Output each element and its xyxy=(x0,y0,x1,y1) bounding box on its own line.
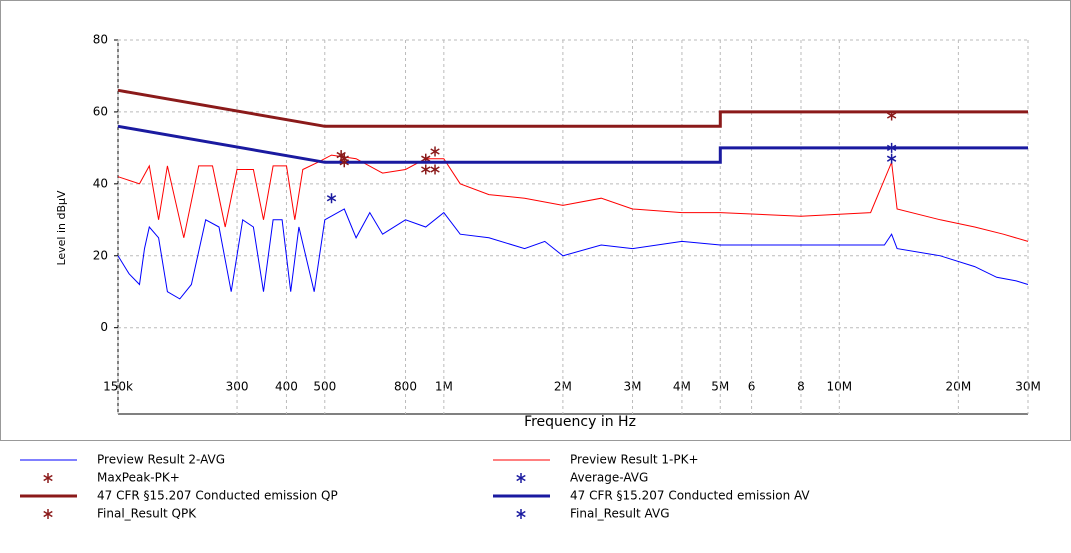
star-stroke xyxy=(326,195,337,202)
x-tick-label: 2M xyxy=(554,380,572,394)
legend-swatch xyxy=(43,473,53,483)
y-tick-label: 60 xyxy=(93,104,108,118)
y-tick-label: 80 xyxy=(93,33,108,47)
legend-swatch xyxy=(516,473,526,483)
star-stroke xyxy=(516,474,526,482)
x-tick-label: 10M xyxy=(826,380,852,394)
x-tick-label: 4M xyxy=(673,380,691,394)
series-line xyxy=(117,124,1028,164)
star-stroke xyxy=(430,166,440,173)
marker xyxy=(430,146,440,157)
x-tick-label: 30M xyxy=(1015,380,1041,394)
marker xyxy=(326,193,337,204)
x-tick-label: 500 xyxy=(313,380,336,394)
legend-swatch xyxy=(43,509,53,519)
x-tick-label: 3M xyxy=(624,380,642,394)
x-tick-label: 6 xyxy=(748,380,756,394)
plot-frame xyxy=(0,0,1071,441)
star-stroke xyxy=(430,148,440,155)
legend-label: Preview Result 2-AVG xyxy=(97,453,225,467)
marker xyxy=(430,164,440,175)
legend-label: 47 CFR §15.207 Conducted emission AV xyxy=(570,489,810,503)
x-tick-label: 800 xyxy=(394,380,417,394)
star-stroke xyxy=(886,155,897,162)
y-axis-label: Level in dBµV xyxy=(55,190,68,266)
star-stroke xyxy=(43,474,53,482)
x-tick-label: 5M xyxy=(711,380,729,394)
series-line xyxy=(117,88,1028,128)
series-line xyxy=(117,208,1029,300)
marker xyxy=(339,157,349,168)
marker xyxy=(886,153,897,164)
star-stroke xyxy=(421,155,431,162)
x-tick-label: 150k xyxy=(103,380,133,394)
star-stroke xyxy=(43,510,53,518)
y-tick-label: 40 xyxy=(93,176,108,190)
legend-label: 47 CFR §15.207 Conducted emission QP xyxy=(97,489,338,503)
legend-label: MaxPeak-PK+ xyxy=(97,471,180,485)
star-stroke xyxy=(421,166,431,173)
star-stroke xyxy=(886,112,897,119)
y-tick-label: 20 xyxy=(93,248,108,262)
series-line xyxy=(117,154,1029,242)
y-tick-label: 0 xyxy=(100,320,108,334)
x-tick-label: 400 xyxy=(275,380,298,394)
legend-swatch xyxy=(516,509,526,519)
legend-label: Final_Result AVG xyxy=(570,507,670,521)
x-tick-label: 20M xyxy=(946,380,972,394)
x-tick-label: 300 xyxy=(226,380,249,394)
star-stroke xyxy=(516,510,526,518)
legend-label: Average-AVG xyxy=(570,471,648,485)
x-tick-label: 1M xyxy=(435,380,453,394)
x-axis-label: Frequency in Hz xyxy=(524,414,636,430)
legend-label: Preview Result 1-PK+ xyxy=(570,453,699,467)
legend-label: Final_Result QPK xyxy=(97,507,197,521)
star-stroke xyxy=(336,151,346,159)
marker xyxy=(421,164,431,175)
x-tick-label: 8 xyxy=(797,380,805,394)
star-stroke xyxy=(339,159,349,166)
